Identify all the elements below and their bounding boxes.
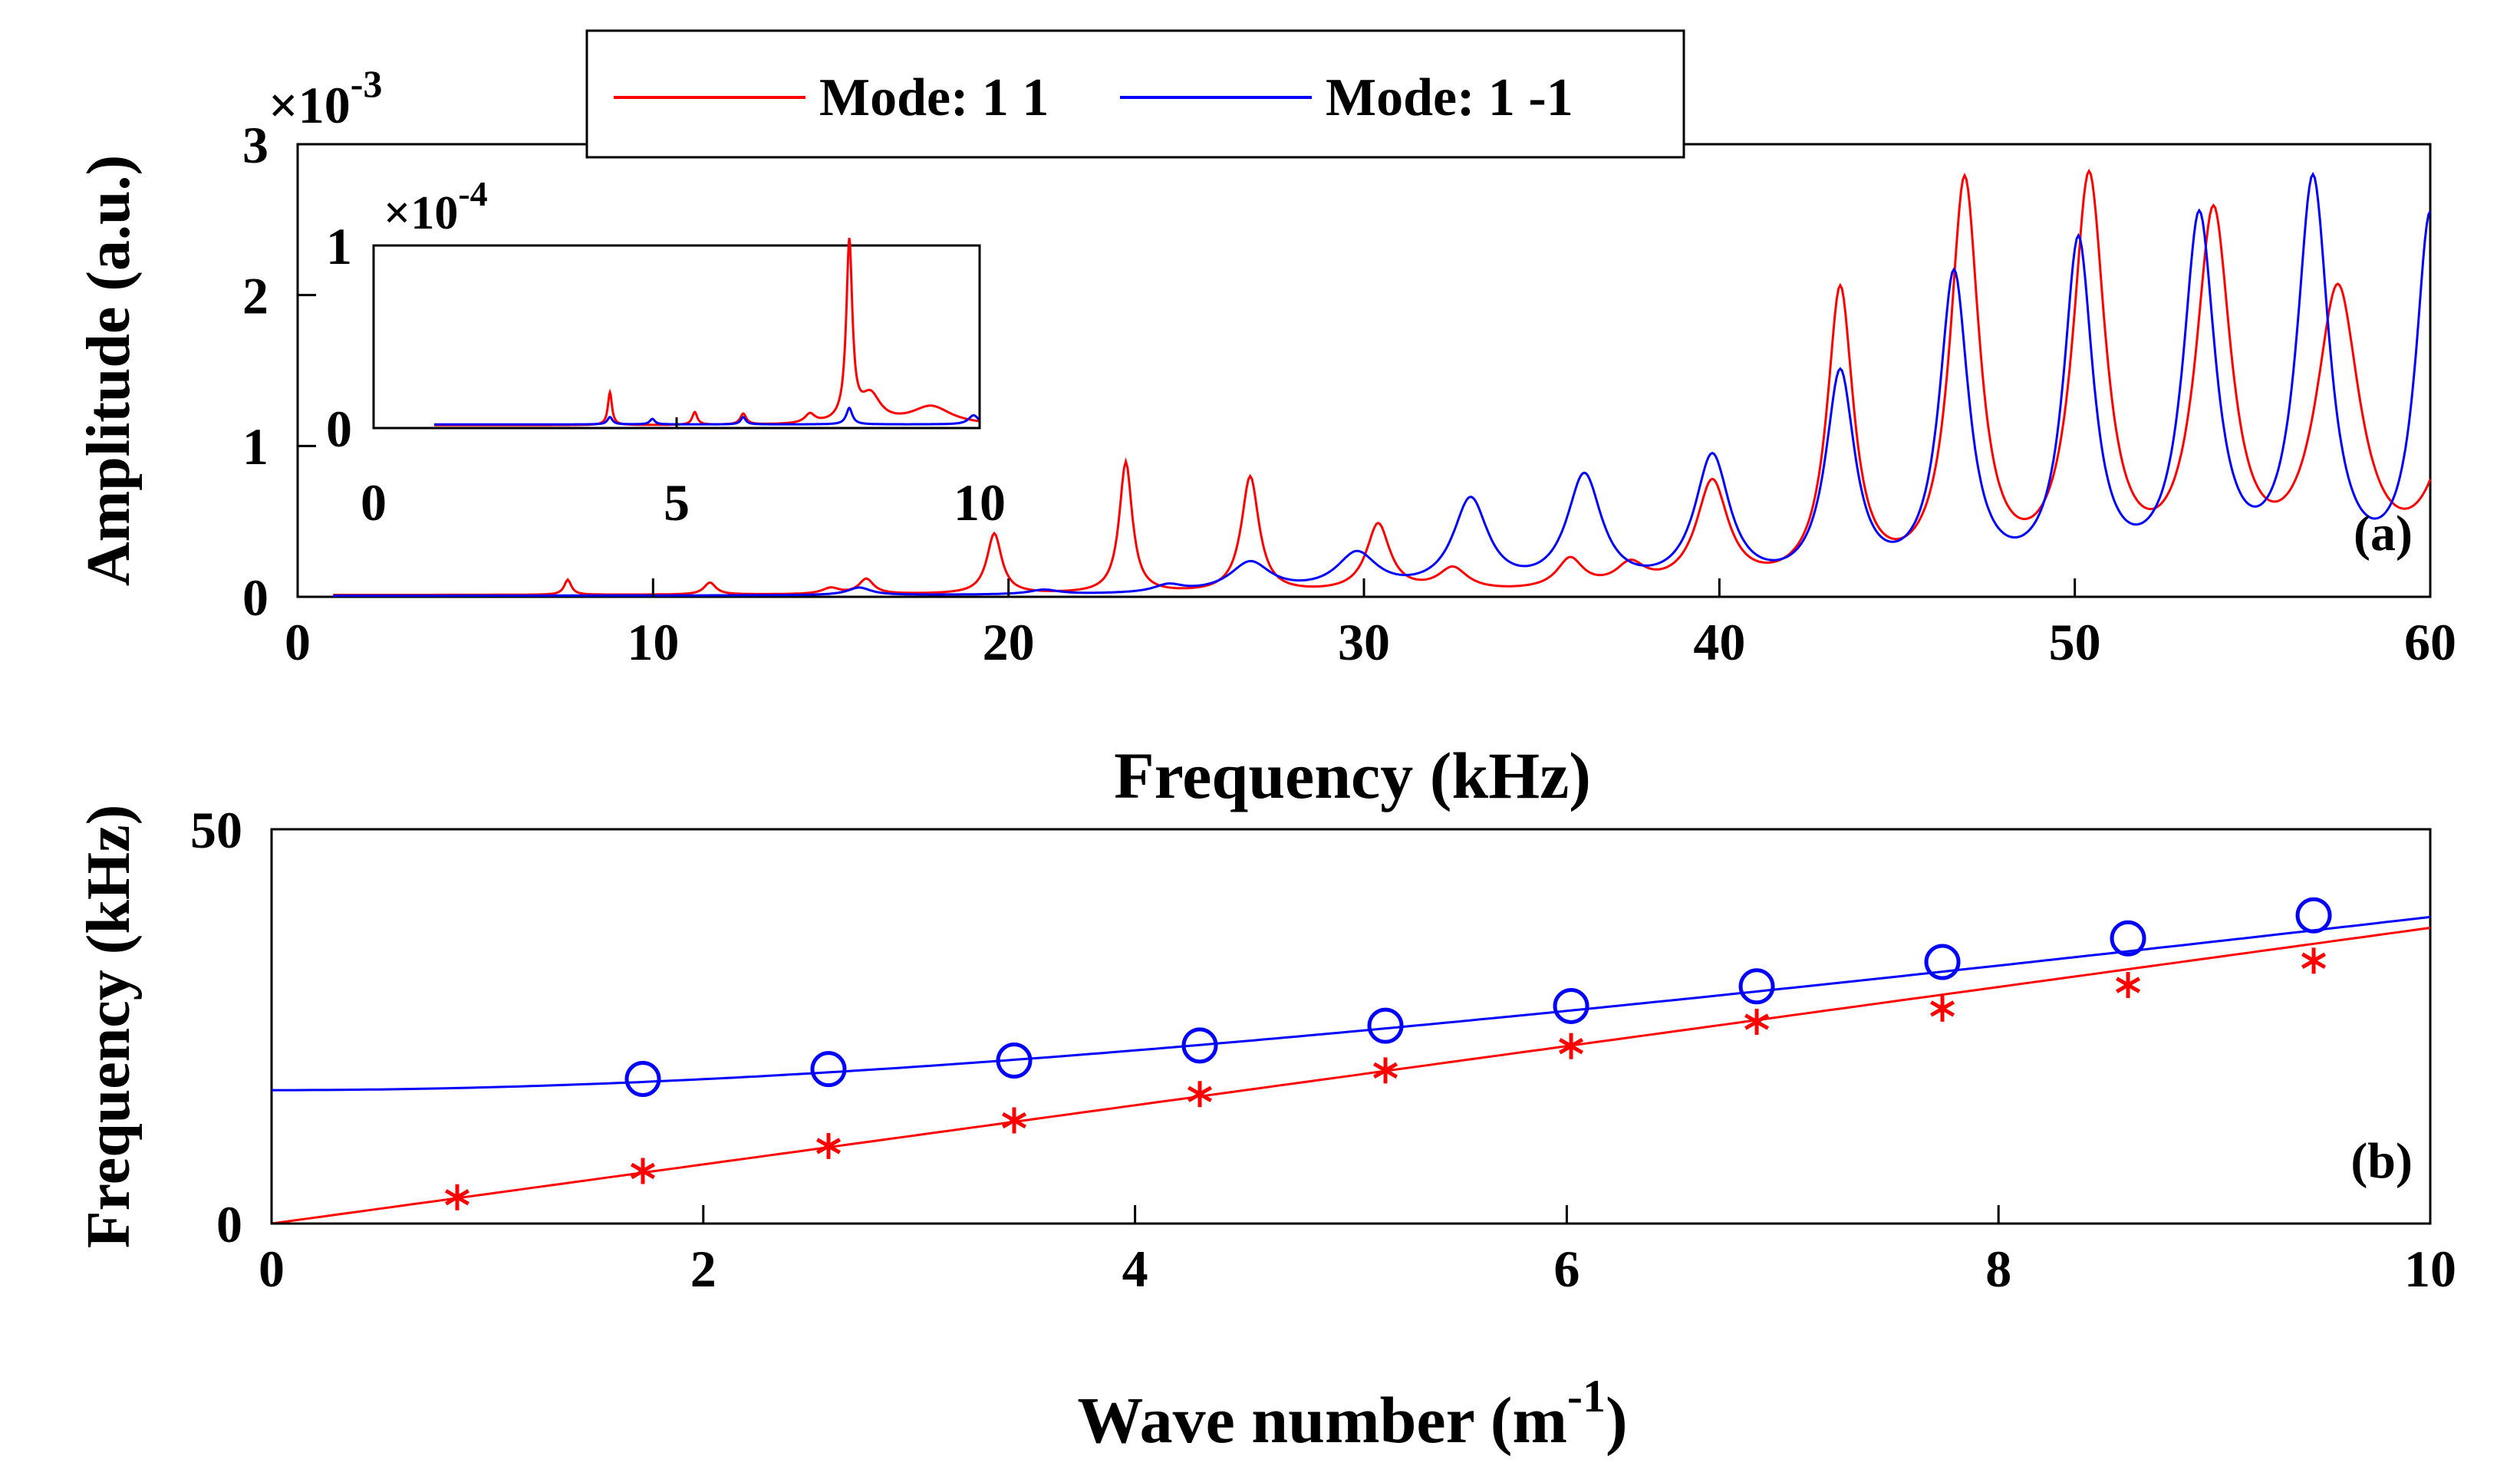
panel-b-point-mode-1-1 bbox=[1559, 1033, 1584, 1059]
x-tick-label: 60 bbox=[2404, 613, 2456, 671]
x-tick-label: 30 bbox=[1338, 613, 1390, 671]
x-tick-label: 10 bbox=[2404, 1240, 2456, 1298]
panel-a-series-mode-1-1 bbox=[333, 168, 2432, 596]
panel-b-label: (b) bbox=[2350, 1133, 2413, 1189]
x-tick-label: 0 bbox=[285, 613, 311, 671]
panel-b-fit-lines bbox=[271, 915, 2431, 1225]
inset-series-mode-1-neg1 bbox=[434, 406, 980, 426]
panel-b-point-mode-1-neg1 bbox=[1924, 944, 1961, 980]
x-tick-label: 8 bbox=[1985, 1240, 2011, 1298]
y-tick-label: 50 bbox=[190, 801, 242, 859]
y-tick-label: 0 bbox=[242, 568, 268, 627]
asterisk-stroke bbox=[1002, 1112, 1026, 1129]
panel-b-point-mode-1-1 bbox=[1930, 995, 1955, 1022]
inset-exponent-power: -4 bbox=[458, 174, 487, 213]
panel-b-point-mode-1-1 bbox=[816, 1132, 841, 1159]
panel-b-point-mode-1-1 bbox=[2301, 947, 2327, 974]
panel-b-chart: 0 2 4 6 8 10 0 50 Frequency (kHz) Wave number … bbox=[75, 801, 2456, 1457]
inset-x-ticks: 0 5 10 bbox=[361, 417, 1006, 532]
panel-b-x-axis-label-sup: -1 bbox=[1567, 1371, 1606, 1421]
x-tick-label: 4 bbox=[1122, 1240, 1148, 1298]
panel-b-point-mode-1-neg1 bbox=[1181, 1027, 1218, 1064]
panel-b-point-mode-1-1 bbox=[2116, 972, 2141, 999]
asterisk-stroke bbox=[1373, 1062, 1398, 1079]
y-tick-label: 0 bbox=[216, 1195, 242, 1253]
asterisk-stroke bbox=[1930, 1000, 1955, 1017]
panel-a-y-ticks: 0 1 2 3 bbox=[242, 116, 316, 627]
legend-label-mode-1-neg1: Mode: 1 -1 bbox=[1326, 68, 1573, 127]
panel-b-data-points bbox=[445, 897, 2332, 1211]
asterisk-stroke bbox=[1744, 1013, 1770, 1030]
panel-b-x-axis-label-main: Wave number (m bbox=[1077, 1383, 1567, 1457]
panel-b-point-mode-1-neg1 bbox=[624, 1061, 661, 1098]
x-tick-label: 10 bbox=[954, 473, 1006, 532]
x-tick-label: 6 bbox=[1553, 1240, 1580, 1298]
panel-a-label: (a) bbox=[2354, 506, 2413, 562]
asterisk-stroke bbox=[631, 1162, 655, 1180]
legend-box bbox=[585, 29, 1685, 159]
panel-b-x-axis-label: Wave number (m-1) bbox=[1077, 1371, 1627, 1457]
panel-b-point-mode-1-1 bbox=[1188, 1081, 1212, 1108]
asterisk-stroke bbox=[1188, 1085, 1212, 1102]
asterisk-stroke bbox=[816, 1138, 841, 1155]
panel-a-inset: 0 5 10 01 ×10-4 bbox=[326, 174, 1006, 532]
panel-b-x-ticks: 0 2 4 6 8 10 bbox=[259, 1205, 2456, 1298]
x-tick-label: 5 bbox=[664, 473, 690, 532]
y-tick-label: 1 bbox=[326, 217, 352, 275]
panel-b-point-mode-1-1 bbox=[445, 1184, 469, 1211]
asterisk-stroke bbox=[445, 1189, 469, 1206]
x-tick-label: 10 bbox=[627, 613, 679, 671]
panel-a-series-lines bbox=[333, 168, 2432, 597]
panel-b-point-mode-1-1 bbox=[1002, 1107, 1026, 1134]
asterisk-stroke bbox=[2301, 952, 2327, 969]
panel-b-plot-frame bbox=[270, 828, 2432, 1225]
panel-b-x-axis-label-end: ) bbox=[1606, 1383, 1628, 1457]
panel-b-point-mode-1-neg1 bbox=[996, 1043, 1033, 1079]
panel-b-point-mode-1-1 bbox=[1744, 1009, 1770, 1036]
y-tick-label: 3 bbox=[242, 116, 268, 174]
x-tick-label: 0 bbox=[361, 473, 387, 532]
asterisk-stroke bbox=[1559, 1038, 1584, 1055]
panel-b-point-mode-1-neg1 bbox=[2295, 897, 2332, 934]
panel-a-exponent-base: ×10 bbox=[268, 76, 351, 134]
panel-b-point-mode-1-1 bbox=[631, 1158, 655, 1184]
y-tick-label: 1 bbox=[242, 417, 268, 476]
inset-exponent: ×10-4 bbox=[384, 174, 488, 239]
inset-series-lines bbox=[434, 237, 980, 427]
panel-b-point-mode-1-neg1 bbox=[810, 1051, 847, 1088]
asterisk-stroke bbox=[2116, 977, 2141, 993]
y-tick-label: 2 bbox=[242, 266, 268, 324]
panel-b-fit-mode-1-1 bbox=[271, 927, 2431, 1225]
panel-a-series-mode-1-neg1 bbox=[333, 171, 2432, 597]
panel-b-point-mode-1-neg1 bbox=[2110, 920, 2146, 957]
panel-b-point-mode-1-neg1 bbox=[1553, 987, 1589, 1024]
inset-plot-frame bbox=[372, 244, 981, 430]
inset-exponent-base: ×10 bbox=[384, 187, 458, 239]
x-tick-label: 0 bbox=[259, 1240, 285, 1298]
panel-b-fit-mode-1-neg1 bbox=[272, 915, 2431, 1092]
legend-label-mode-1-1: Mode: 1 1 bbox=[819, 68, 1049, 127]
panel-b-y-axis-label: Frequency (kHz) bbox=[75, 805, 143, 1248]
x-tick-label: 50 bbox=[2049, 613, 2101, 671]
panel-a-x-axis-label: Frequency (kHz) bbox=[1114, 739, 1591, 812]
legend: Mode: 1 1 Mode: 1 -1 bbox=[585, 29, 1685, 159]
inset-y-ticks: 01 bbox=[326, 217, 384, 458]
y-tick-label: 0 bbox=[326, 400, 352, 458]
x-tick-label: 40 bbox=[1693, 613, 1745, 671]
panel-a-exponent: ×10-3 bbox=[268, 62, 382, 134]
x-tick-label: 2 bbox=[690, 1240, 716, 1298]
panel-a-exponent-power: -3 bbox=[351, 62, 383, 105]
panel-b-point-mode-1-neg1 bbox=[1367, 1007, 1404, 1044]
x-tick-label: 20 bbox=[983, 613, 1035, 671]
panel-b-point-mode-1-neg1 bbox=[1738, 968, 1775, 1005]
panel-a-y-axis-label: Amplitude (a.u.) bbox=[75, 155, 143, 586]
panel-b-y-ticks: 0 50 bbox=[190, 801, 290, 1253]
panel-a-x-ticks: 0 10 20 30 40 50 60 bbox=[285, 578, 2456, 671]
panel-b-point-mode-1-1 bbox=[1373, 1057, 1398, 1084]
